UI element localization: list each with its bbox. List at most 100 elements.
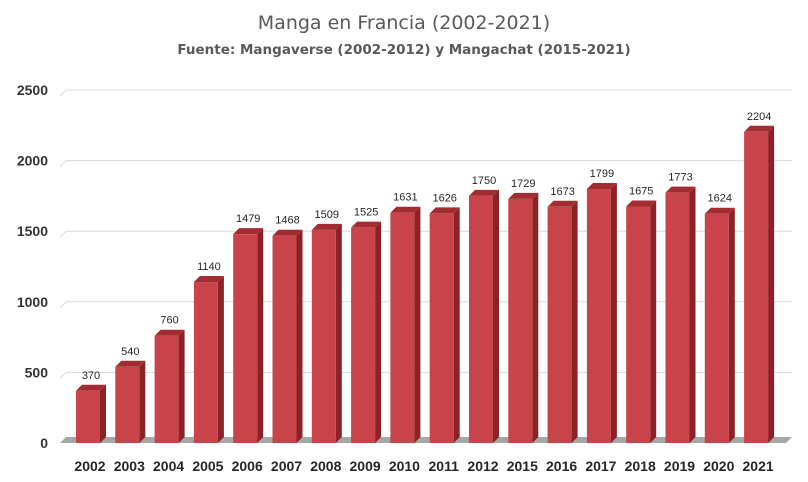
bar-front — [626, 206, 651, 443]
bar-top — [311, 223, 342, 230]
bar-front — [351, 227, 376, 443]
chart-subtitle: Fuente: Mangaverse (2002-2012) y Mangach… — [177, 42, 630, 58]
bar-top — [390, 206, 421, 213]
bar-2005 — [193, 276, 224, 443]
data-label: 1673 — [550, 186, 574, 198]
x-tick-label: 2021 — [743, 458, 774, 474]
bar-side — [296, 229, 303, 443]
bar-front — [154, 335, 179, 443]
bar-2003 — [115, 360, 146, 443]
bar-2004 — [154, 329, 185, 443]
x-tick-label: 2017 — [585, 458, 616, 474]
x-tick-label: 2007 — [271, 458, 302, 474]
bar-top — [193, 276, 224, 283]
bar-side — [335, 223, 342, 443]
data-label: 540 — [121, 346, 139, 358]
x-tick-label: 2004 — [153, 458, 184, 474]
x-tick-label: 2009 — [350, 458, 381, 474]
bar-side — [139, 360, 146, 443]
x-tick-label: 2002 — [74, 458, 105, 474]
bar-top — [744, 125, 775, 132]
bars — [76, 125, 775, 443]
gridline-diag — [59, 89, 67, 97]
bar-top — [115, 360, 146, 367]
bar-top — [429, 207, 460, 214]
bar-top — [351, 221, 382, 228]
bar-top — [626, 200, 657, 207]
data-label: 1525 — [354, 207, 378, 219]
bar-2012 — [469, 189, 499, 443]
bar-side — [453, 207, 460, 443]
bar-2018 — [626, 200, 657, 443]
bar-top — [665, 186, 696, 193]
bar-front — [744, 131, 769, 443]
y-tick-label: 0 — [40, 435, 48, 451]
bar-2021 — [744, 125, 775, 443]
gridline-diag — [59, 301, 67, 309]
bar-front — [193, 282, 218, 443]
bar-2016 — [547, 200, 578, 443]
x-tick-label: 2005 — [192, 458, 223, 474]
y-axis-ticks: 0 500 1000 1500 2000 2500 — [17, 82, 48, 451]
x-tick-label: 2010 — [389, 458, 420, 474]
bar-side — [178, 329, 185, 443]
bar-front — [429, 213, 454, 443]
bar-front — [547, 206, 572, 443]
gridline-diag — [59, 372, 67, 379]
x-tick-label: 2006 — [232, 458, 263, 474]
bar-2020 — [704, 207, 735, 443]
bar-front — [508, 198, 533, 443]
bar-top — [547, 200, 578, 207]
data-label: 760 — [160, 315, 178, 327]
y-tick-label: 500 — [25, 364, 49, 380]
bar-side — [610, 182, 617, 443]
bar-top — [154, 329, 185, 336]
bar-top — [586, 182, 617, 189]
x-tick-label: 2003 — [114, 458, 145, 474]
bar-side — [414, 206, 421, 443]
gridline-diag — [59, 230, 67, 238]
gridline-diag — [59, 160, 67, 167]
x-tick-label: 2008 — [310, 458, 341, 474]
bar-2008 — [311, 223, 342, 443]
bar-top — [272, 229, 303, 236]
x-axis-ticks: 2002 2003 2004 2005 2006 2007 2008 2009 2010 2011… — [74, 458, 773, 474]
bar-top — [704, 207, 735, 214]
bar-front — [390, 212, 415, 443]
bar-front — [665, 192, 690, 443]
y-tick-label: 1500 — [17, 223, 48, 239]
bar-side — [532, 192, 539, 443]
bar-2017 — [586, 182, 617, 443]
bar-front — [311, 229, 336, 443]
data-label: 1750 — [472, 175, 496, 187]
bar-front — [115, 366, 140, 443]
y-tick-label: 2000 — [17, 153, 48, 169]
data-label: 1729 — [511, 178, 535, 190]
bar-side — [768, 125, 775, 443]
bar-front — [272, 235, 297, 443]
x-tick-label: 2011 — [429, 458, 460, 474]
bar-2009 — [351, 221, 382, 443]
bar-front — [469, 195, 493, 443]
bar-side — [650, 200, 657, 443]
bar-front — [704, 213, 729, 443]
y-tick-label: 1000 — [17, 294, 48, 310]
x-tick-label: 2012 — [467, 458, 498, 474]
data-label: 1624 — [708, 193, 732, 205]
bar-top — [76, 384, 106, 391]
data-label: 1626 — [432, 192, 456, 204]
x-tick-label: 2020 — [703, 458, 734, 474]
bar-side — [375, 221, 382, 443]
data-label: 370 — [82, 370, 100, 382]
bar-2019 — [665, 186, 696, 443]
x-tick-label: 2018 — [625, 458, 656, 474]
bar-top — [469, 189, 499, 196]
data-label: 2204 — [747, 111, 771, 123]
data-label: 1509 — [315, 209, 339, 221]
x-tick-label: 2015 — [507, 458, 538, 474]
bar-side — [689, 186, 696, 443]
data-labels: 370 540 760 1140 1479 1468 1509 1525 1631 1626 175… — [82, 111, 772, 382]
data-label: 1631 — [393, 192, 417, 204]
